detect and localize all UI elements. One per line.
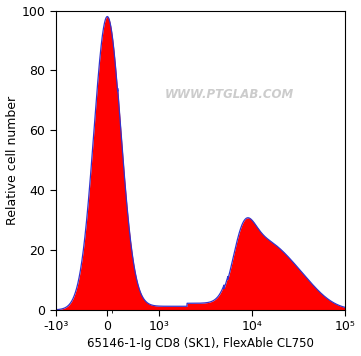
Y-axis label: Relative cell number: Relative cell number (5, 96, 18, 225)
X-axis label: 65146-1-Ig CD8 (SK1), FlexAble CL750: 65146-1-Ig CD8 (SK1), FlexAble CL750 (87, 337, 314, 350)
Text: WWW.PTGLAB.COM: WWW.PTGLAB.COM (165, 88, 294, 101)
